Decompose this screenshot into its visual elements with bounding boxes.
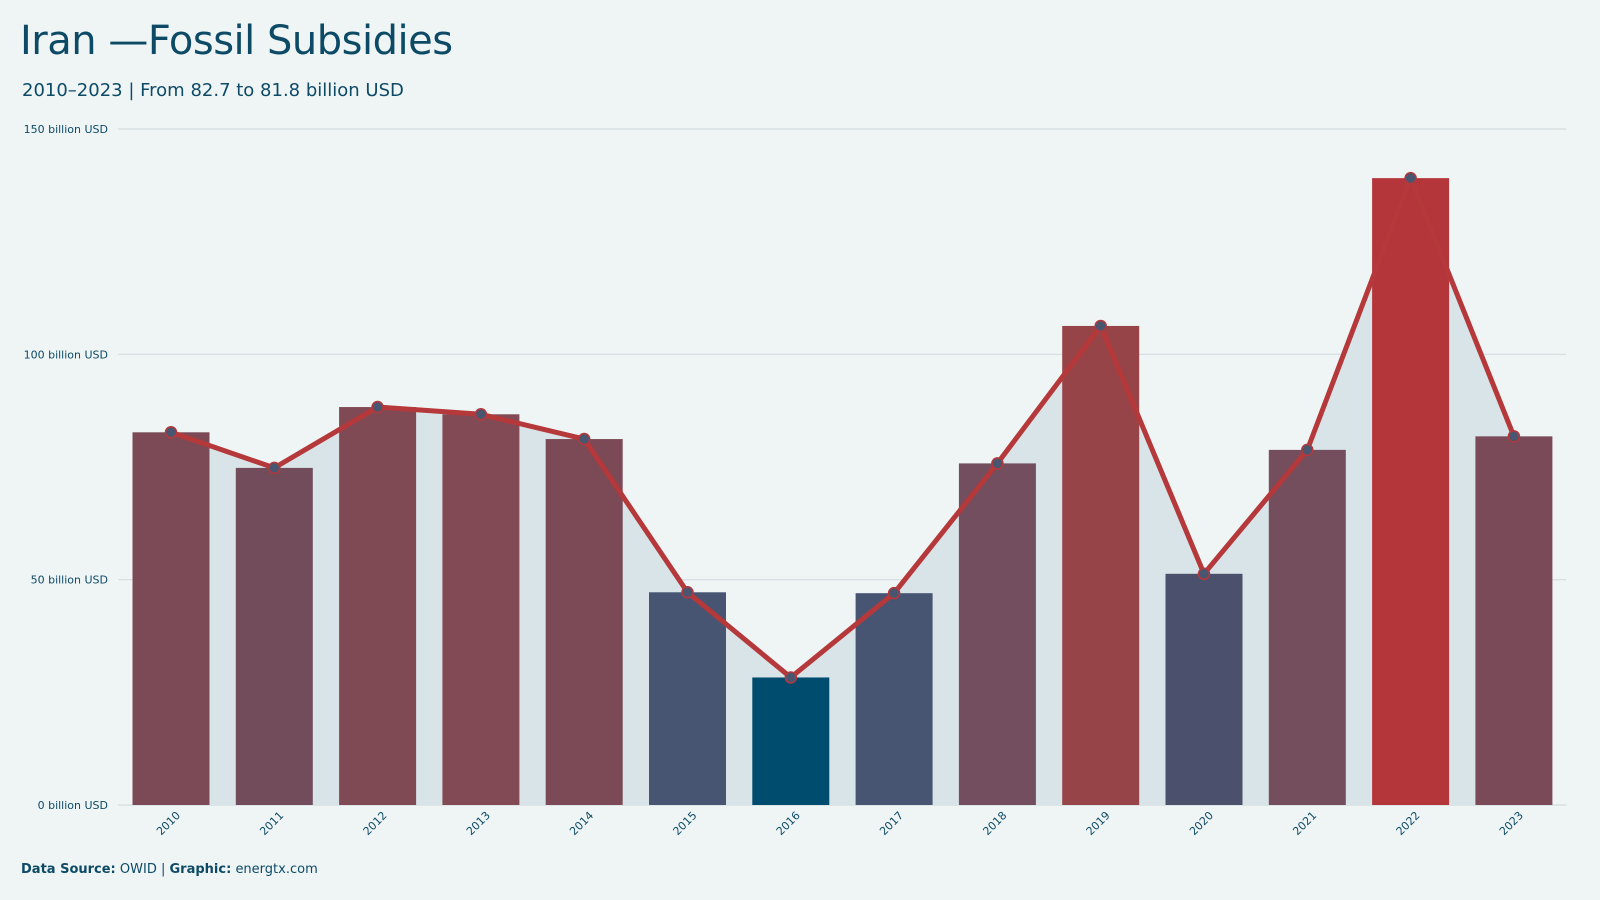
data-point: [1094, 319, 1107, 333]
data-point: [991, 457, 1004, 470]
x-tick-label: 2013: [464, 809, 493, 838]
bar: [442, 414, 520, 805]
footer: Data Source: OWID | Graphic: energtx.com: [21, 862, 318, 877]
data-point: [371, 400, 384, 414]
bar: [1268, 449, 1346, 805]
chart-subtitle: 2010–2023 | From 82.7 to 81.8 billion US…: [22, 80, 404, 101]
y-tick-label: 0 billion USD: [38, 799, 108, 812]
x-tick-label: 2023: [1497, 809, 1526, 838]
data-point: [1507, 430, 1521, 443]
footer-separator: |: [160, 862, 166, 877]
data-point: [474, 408, 488, 421]
chart-title: Iran —Fossil Subsidies: [20, 18, 453, 64]
bar: [958, 463, 1036, 805]
x-tick-label: 2022: [1394, 809, 1423, 838]
footer-source-value: OWID: [119, 862, 157, 877]
data-point: [1197, 567, 1211, 581]
footer-graphic-value: energtx.com: [235, 862, 318, 877]
footer-graphic-label: Graphic:: [169, 862, 232, 877]
x-tick-label: 2010: [154, 809, 183, 838]
bar: [339, 407, 417, 805]
bar: [855, 593, 933, 805]
data-point: [887, 586, 901, 600]
bar: [752, 677, 830, 805]
bar: [1062, 325, 1140, 805]
bar: [235, 467, 313, 805]
data-point: [268, 461, 281, 475]
data-point: [681, 586, 694, 599]
x-tick-label: 2012: [361, 809, 390, 838]
x-tick-label: 2014: [567, 809, 596, 838]
x-tick-label: 2018: [980, 809, 1009, 838]
bar: [1475, 436, 1553, 805]
bar: [132, 432, 210, 805]
y-tick-label: 50 billion USD: [31, 574, 108, 587]
x-tick-label: 2017: [877, 809, 906, 838]
x-tick-label: 2015: [671, 809, 700, 838]
x-tick-label: 2020: [1187, 809, 1216, 838]
y-tick-label: 150 billion USD: [24, 123, 108, 136]
bar: [649, 592, 726, 805]
x-tick-label: 2021: [1290, 809, 1319, 838]
data-point: [784, 671, 798, 684]
x-tick-label: 2011: [257, 809, 286, 838]
data-point: [164, 426, 178, 439]
data-point: [577, 432, 591, 446]
bar: [1372, 178, 1450, 805]
bar: [1165, 573, 1243, 805]
x-tick-label: 2016: [774, 809, 803, 838]
x-tick-label: 2019: [1084, 809, 1113, 838]
bar: [545, 439, 623, 805]
data-point: [1404, 171, 1417, 185]
data-point: [1301, 443, 1314, 457]
trend-line: [168, 175, 1517, 680]
footer-source-label: Data Source:: [21, 862, 116, 877]
y-tick-label: 100 billion USD: [24, 348, 108, 361]
